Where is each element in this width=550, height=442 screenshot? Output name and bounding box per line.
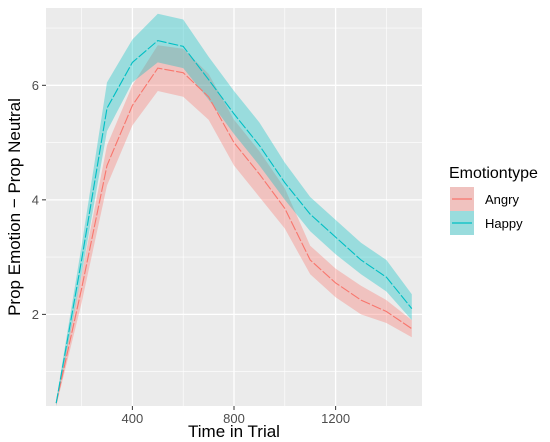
y-tick-label: 6	[32, 78, 39, 93]
y-axis-ticks: 2 4 6	[32, 78, 46, 322]
line-angry	[55, 67, 413, 404]
y-axis-title: Prop Emotion − Prop Neutral	[5, 98, 24, 316]
major-gridlines	[46, 8, 422, 406]
confidence-ribbons	[56, 13, 412, 406]
x-tick-label: 1200	[321, 411, 350, 426]
legend-title: Emotiontype	[449, 165, 538, 182]
x-axis-title: Time in Trial	[188, 422, 280, 441]
y-tick-label: 2	[32, 307, 39, 322]
legend-label-angry: Angry	[485, 192, 519, 207]
line-happy	[55, 40, 413, 404]
x-axis-ticks: 400 800 1200	[122, 406, 350, 426]
x-tick-label: 800	[223, 411, 245, 426]
legend: Emotiontype Angry Happy	[449, 165, 538, 235]
legend-label-happy: Happy	[485, 216, 523, 231]
x-tick-label: 400	[122, 411, 144, 426]
ribbon-happy	[56, 13, 412, 406]
y-tick-label: 4	[32, 192, 39, 207]
series-lines	[55, 40, 413, 404]
